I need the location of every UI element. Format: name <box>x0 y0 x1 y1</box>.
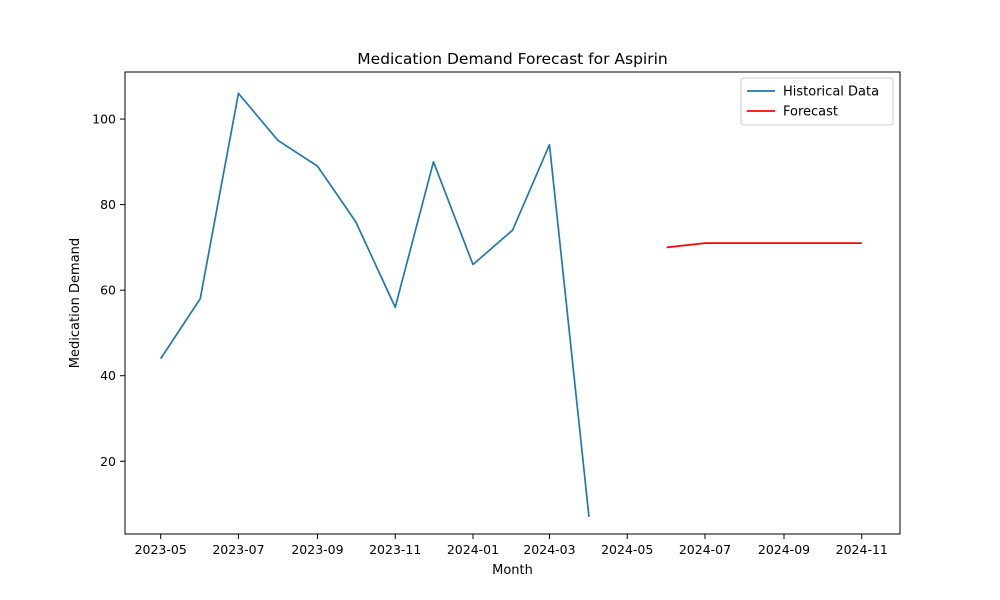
series-line-forecast <box>666 242 862 249</box>
x-tick-label: 2024-09 <box>758 542 810 557</box>
x-tick-label: 2024-01 <box>447 542 499 557</box>
x-tick-label: 2024-07 <box>679 542 731 557</box>
y-axis-label: Medication Demand <box>68 238 83 368</box>
x-tick-label: 2023-07 <box>212 542 264 557</box>
x-axis-label: Month <box>492 563 533 578</box>
legend: Historical Data Forecast <box>740 77 894 126</box>
x-axis: 2023-05 2023-07 2023-09 2023-11 2024-01 2024-… <box>135 534 888 557</box>
series-layer <box>159 92 862 517</box>
series-line-historical-data <box>159 92 590 517</box>
y-tick-label: 40 <box>100 368 116 383</box>
y-tick-label: 100 <box>92 112 116 127</box>
legend-box <box>740 77 894 126</box>
x-tick-label: 2023-11 <box>369 542 421 557</box>
y-tick-label: 20 <box>100 454 116 469</box>
axes-frame <box>124 71 901 535</box>
y-tick-label: 60 <box>100 283 116 298</box>
x-tick-label: 2024-11 <box>836 542 888 557</box>
legend-label: Historical Data <box>783 85 879 100</box>
x-tick-label: 2024-05 <box>601 542 653 557</box>
y-tick-label: 80 <box>100 197 116 212</box>
chart-title: Medication Demand Forecast for Aspirin <box>357 50 667 68</box>
x-tick-label: 2023-05 <box>135 542 187 557</box>
y-axis: 20 40 60 80 100 <box>92 112 125 469</box>
legend-label: Forecast <box>783 105 838 120</box>
x-tick-label: 2024-03 <box>523 542 575 557</box>
x-tick-label: 2023-09 <box>291 542 343 557</box>
